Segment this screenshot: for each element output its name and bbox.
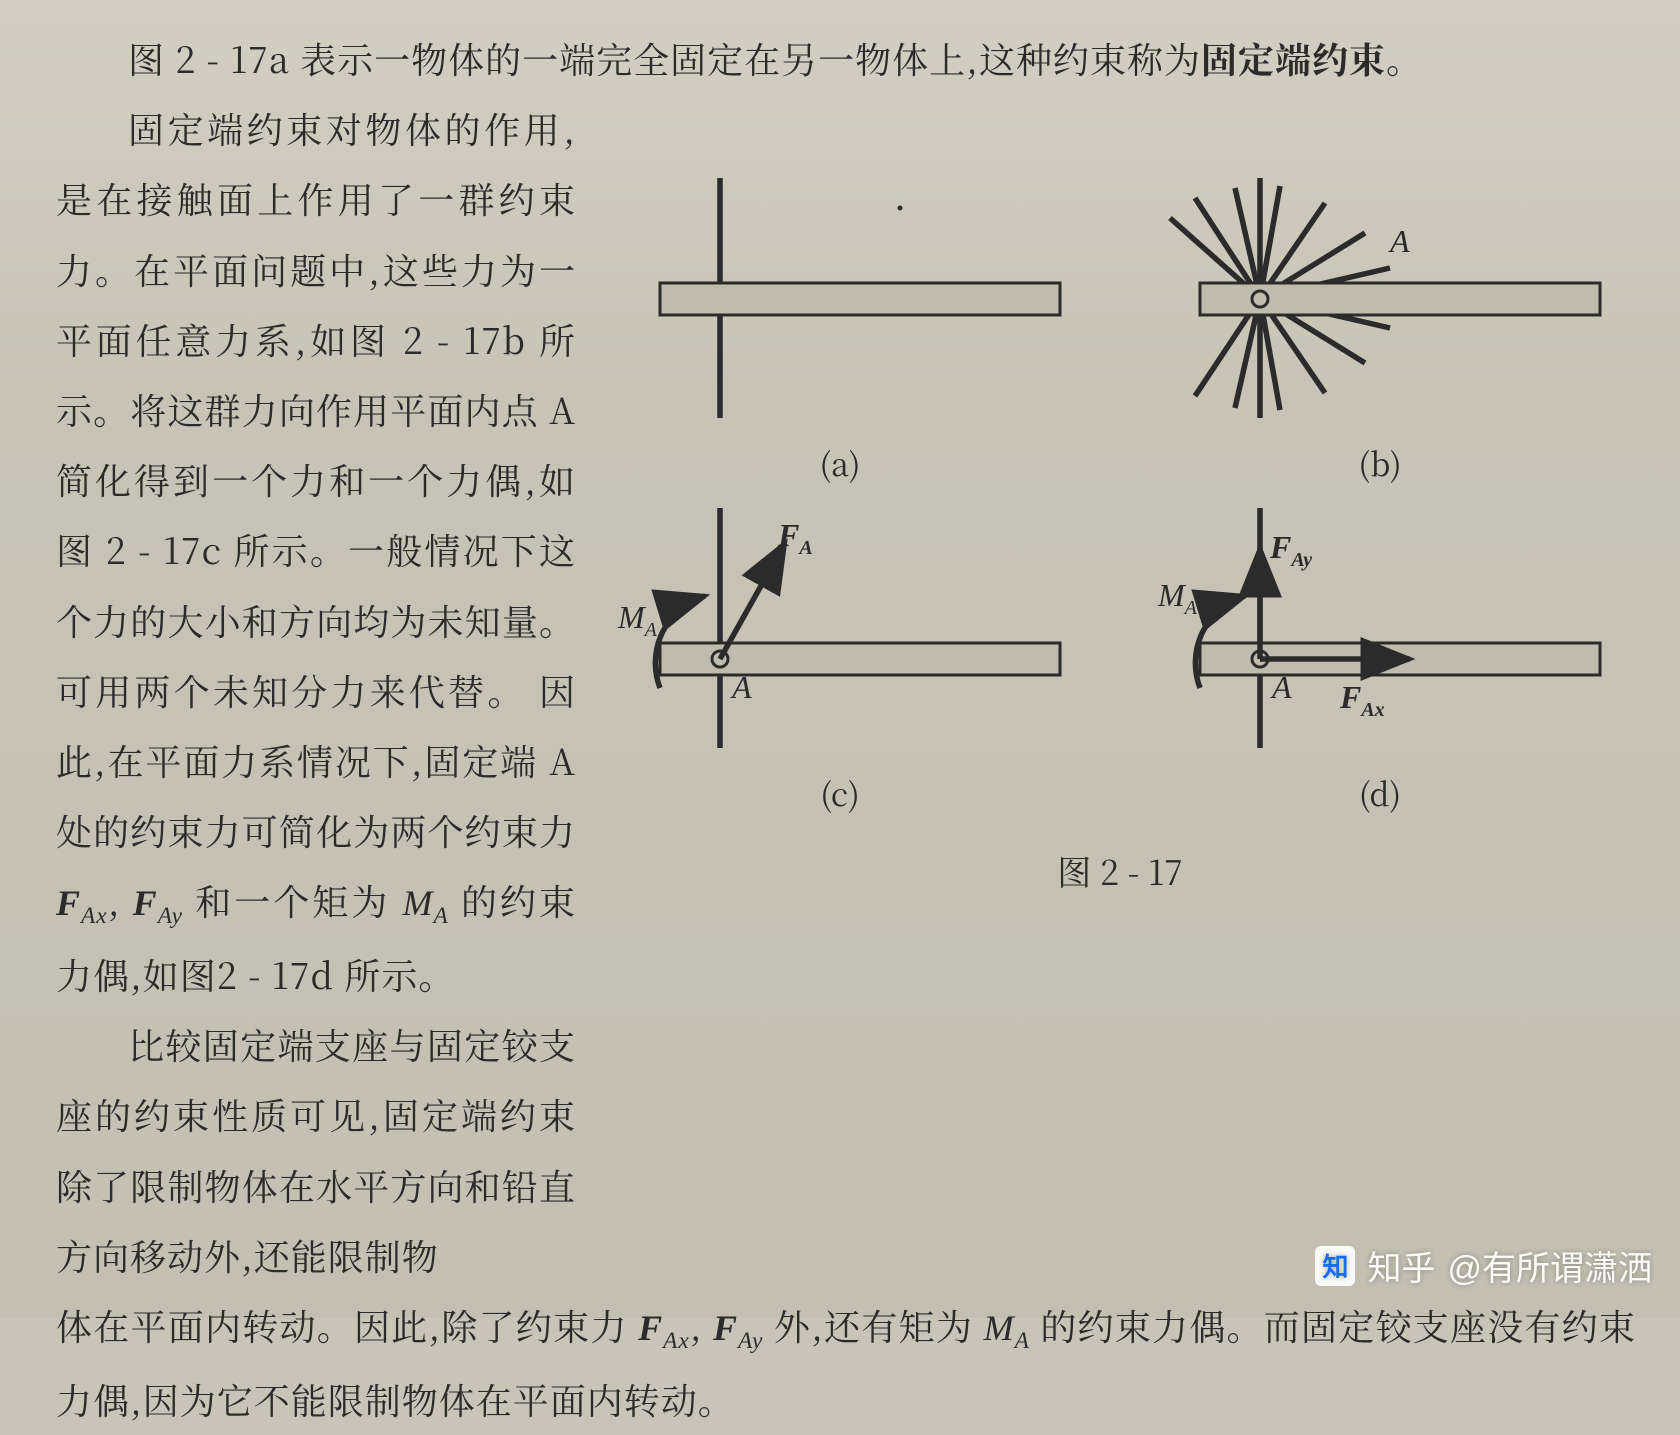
- figure-caption: 图 2 - 17: [580, 846, 1660, 895]
- svg-text:A: A: [730, 669, 752, 705]
- svg-a: [600, 168, 1080, 428]
- p3-text-c: 外,还有矩为: [763, 1300, 983, 1351]
- subfigure-a: [600, 168, 1080, 428]
- p1-text-bold: 固定端约束: [1201, 33, 1386, 84]
- p2-text: 固定端约束对物体的作用,是在接触面上作用了一群约束力。在平面问题中,这些力为一平…: [56, 103, 576, 716]
- svg-b: A: [1140, 168, 1620, 428]
- comma2: ,: [690, 1300, 713, 1351]
- sym-fay-sub: Ay: [158, 903, 183, 929]
- sym-fay2-sub: Ay: [738, 1328, 763, 1354]
- svg-text:FA: FA: [777, 517, 813, 559]
- sym-ma2-sub: A: [1015, 1328, 1030, 1354]
- label-a: (a): [600, 440, 1080, 486]
- watermark: 知 知乎 @有所谓潇洒: [1315, 1241, 1652, 1290]
- sym-ma-sub: A: [433, 903, 448, 929]
- sym-ma: M: [402, 883, 433, 923]
- sym-fay: F: [133, 883, 158, 923]
- p1-text-a: 图 2 - 17a 表示一物体的一端完全固定在另一物体上,这种约束称为: [128, 33, 1201, 84]
- sym-fax: F: [56, 883, 81, 923]
- paragraph-2: 固定端约束对物体的作用,是在接触面上作用了一群约束力。在平面问题中,这些力为一平…: [56, 94, 576, 1010]
- body-full-block: 体在平面内转动。因此,除了约束力 FAx, FAy 外,还有矩为 MA 的约束力…: [56, 1291, 1636, 1435]
- svg-text:MA: MA: [617, 599, 658, 641]
- paragraph-3a: 比较固定端支座与固定铰支座的约束性质可见,固定端约束除了限制物体在水平方向和铅直…: [56, 1010, 576, 1291]
- label-d: (d): [1140, 770, 1620, 816]
- sym-ma2: M: [984, 1308, 1015, 1348]
- figure-panel: A A FA MA: [580, 158, 1660, 858]
- svg-text:FAx: FAx: [1339, 679, 1385, 721]
- body-narrow-block: 固定端约束对物体的作用,是在接触面上作用了一群约束力。在平面问题中,这些力为一平…: [56, 94, 576, 1291]
- svg-d: A FAy FAx MA: [1140, 498, 1620, 758]
- sym-fay2: F: [713, 1308, 738, 1348]
- sym-fax2: F: [638, 1308, 663, 1348]
- svg-text:A: A: [1270, 669, 1292, 705]
- svg-text:A: A: [1388, 223, 1410, 259]
- label-c: (c): [600, 770, 1080, 816]
- watermark-site: 知乎: [1367, 1241, 1435, 1290]
- p1-text-c: 。: [1386, 33, 1423, 84]
- sym-fax2-sub: Ax: [663, 1328, 690, 1354]
- p2-tail-b: 和一个矩为: [183, 875, 402, 926]
- svg-text:FAy: FAy: [1269, 529, 1312, 571]
- paragraph-1: 图 2 - 17a 表示一物体的一端完全固定在另一物体上,这种约束称为固定端约束…: [56, 24, 1636, 94]
- subfigure-d: A FAy FAx MA: [1140, 498, 1620, 758]
- svg-text:MA: MA: [1157, 577, 1198, 619]
- intro-block: 图 2 - 17a 表示一物体的一端完全固定在另一物体上,这种约束称为固定端约束…: [56, 24, 1636, 94]
- zhihu-logo-icon: 知: [1315, 1246, 1355, 1286]
- label-b: (b): [1140, 440, 1620, 486]
- watermark-user: @有所谓潇洒: [1447, 1241, 1652, 1290]
- sym-fax-sub: Ax: [81, 903, 108, 929]
- comma1: ,: [108, 875, 133, 926]
- svg-c: A FA MA: [600, 498, 1080, 758]
- subfigure-b: A: [1140, 168, 1620, 428]
- textbook-page: 图 2 - 17a 表示一物体的一端完全固定在另一物体上,这种约束称为固定端约束…: [0, 0, 1680, 1318]
- paragraph-3b: 体在平面内转动。因此,除了约束力 FAx, FAy 外,还有矩为 MA 的约束力…: [56, 1291, 1636, 1435]
- subfigure-c: A FA MA: [600, 498, 1080, 758]
- p3-text-a: 比较固定端支座与固定铰支座的约束性质可见,固定端约束除了限制物体在水平方向和铅直…: [56, 1019, 576, 1281]
- p3-text-b: 体在平面内转动。因此,除了约束力: [56, 1300, 638, 1351]
